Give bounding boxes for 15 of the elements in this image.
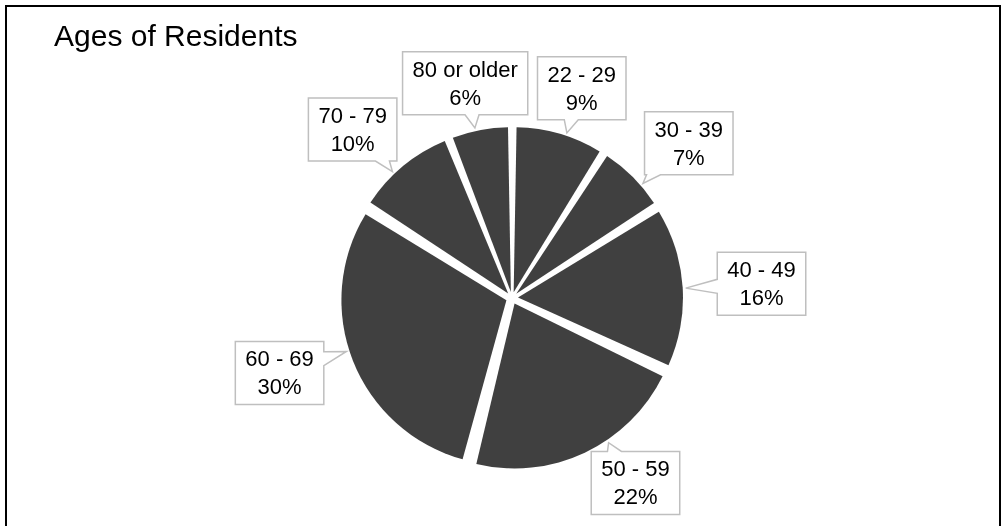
chart-title: Ages of Residents	[54, 19, 298, 52]
slice-label: 60 - 69	[245, 346, 314, 372]
data-label: 6%	[449, 84, 482, 110]
slice-label: 22 - 29	[547, 61, 616, 87]
data-label: 22%	[613, 484, 658, 510]
slice-label: 40 - 49	[727, 257, 796, 283]
data-label: 16%	[739, 285, 784, 311]
data-label: 7%	[672, 144, 705, 170]
data-label: 10%	[330, 131, 375, 157]
slice-label: 70 - 79	[318, 103, 387, 129]
slice-label: 80 or older	[412, 56, 518, 82]
data-label: 30%	[257, 374, 302, 400]
slice-label: 30 - 39	[654, 116, 724, 142]
data-label: 9%	[565, 89, 598, 115]
slice-label: 50 - 59	[601, 456, 670, 482]
